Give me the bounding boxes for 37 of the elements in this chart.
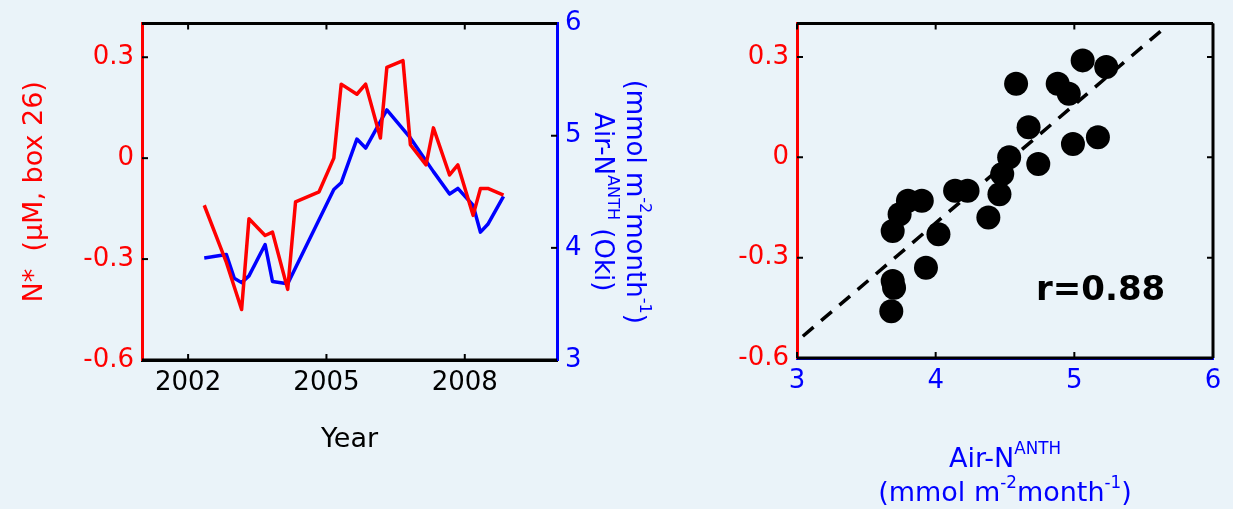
y-tick-label: -0.6 [738, 340, 789, 371]
x-tick-label: 2008 [431, 366, 498, 397]
point [1026, 152, 1051, 177]
x-tick-label: 5 [1066, 364, 1083, 395]
y-tick-label: -0.6 [83, 342, 134, 373]
point [1060, 131, 1085, 156]
x-tick-label: 2005 [293, 366, 360, 397]
y-tick-label: 0.3 [747, 39, 789, 70]
point [1016, 115, 1041, 140]
y2-tick-label: 6 [565, 6, 582, 37]
y2-tick-label: 3 [565, 342, 582, 373]
point [990, 162, 1015, 187]
point [1085, 125, 1110, 150]
y-tick-label: 0 [117, 140, 134, 171]
x-tick-label: 3 [788, 364, 806, 395]
y-tick-label: -0.3 [83, 241, 134, 272]
x-tick-label: 2002 [155, 366, 222, 397]
point [1094, 55, 1119, 80]
y2-tick-label: 5 [565, 118, 582, 149]
x-axis-title: Year [319, 422, 379, 454]
y-tick-label: 0.3 [92, 39, 134, 70]
x-tick-label: 4 [927, 364, 944, 395]
point [880, 218, 905, 243]
point [1056, 81, 1081, 106]
point [913, 255, 938, 280]
x-tick-label: 6 [1204, 364, 1222, 395]
point [879, 299, 904, 324]
point [976, 205, 1001, 230]
y2-tick-label: 4 [565, 230, 582, 261]
point [1070, 48, 1095, 73]
point [926, 222, 951, 247]
point [987, 182, 1012, 207]
y-axis-title: N* (μM, box 26) [17, 81, 49, 303]
point [1004, 71, 1029, 96]
y-tick-label: 0 [772, 140, 789, 171]
annotation: r=0.88 [1036, 267, 1166, 308]
y-tick-label: -0.3 [738, 240, 789, 271]
